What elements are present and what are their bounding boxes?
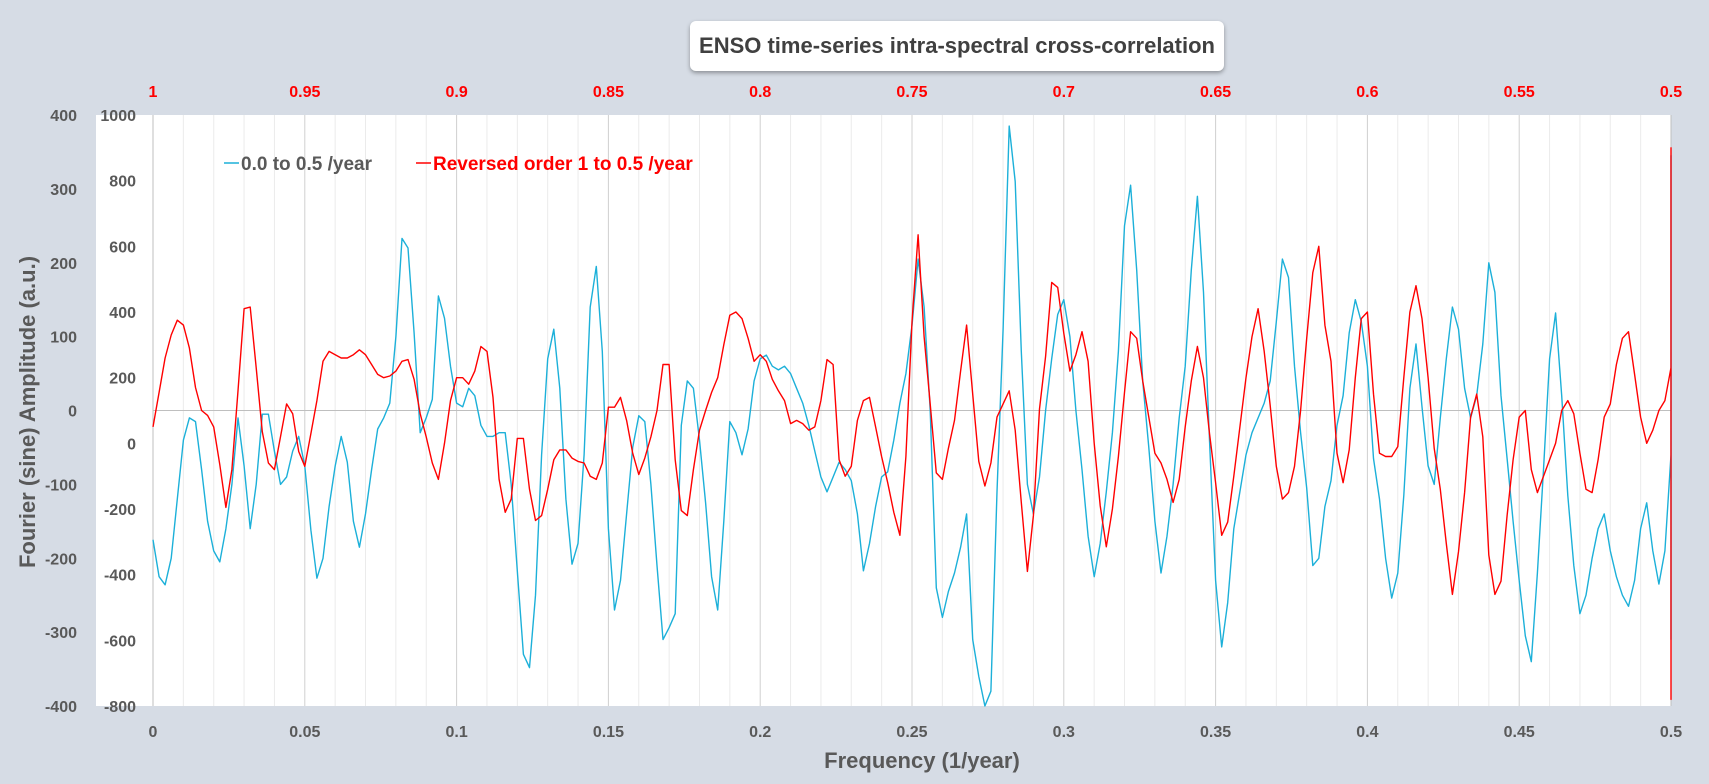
chart-title: ENSO time-series intra-spectral cross-co… xyxy=(699,33,1215,58)
x-axis-title: Frequency (1/year) xyxy=(824,748,1020,773)
x-bottom-tick-labels: 0 0.05 0.1 0.15 0.2 0.25 0.3 0.35 0.4 0.45 0.5 xyxy=(149,724,1683,741)
series-line-red xyxy=(152,147,1672,701)
y-inner-tick-label: -200 xyxy=(104,502,136,519)
x-top-tick-label: 0.65 xyxy=(1200,84,1231,101)
y-inner-tick-label: 400 xyxy=(109,305,136,322)
x-bottom-tick-label: 0.1 xyxy=(445,724,467,741)
y-inner-tick-label: -600 xyxy=(104,633,136,650)
y-left-tick-label: -300 xyxy=(45,625,77,642)
legend-label-red: Reversed order 1 to 0.5 /year xyxy=(433,154,693,175)
x-top-tick-labels: 1 0.95 0.9 0.85 0.8 0.75 0.7 0.65 0.6 0.55 0.5 xyxy=(149,84,1683,101)
series-layer xyxy=(152,125,1672,707)
x-top-tick-label: 0.9 xyxy=(445,84,467,101)
y-left-tick-labels: -400 -300 -200 -100 0 100 200 300 400 xyxy=(45,108,77,716)
y-inner-tick-label: 200 xyxy=(109,371,136,388)
x-bottom-tick-label: 0.05 xyxy=(289,724,320,741)
y-left-tick-label: 200 xyxy=(50,256,77,273)
x-bottom-tick-label: 0.2 xyxy=(749,724,771,741)
y-inner-tick-label: 600 xyxy=(109,239,136,256)
x-bottom-tick-label: 0.15 xyxy=(593,724,624,741)
y-left-tick-label: 100 xyxy=(50,330,77,347)
y-inner-tick-label: -800 xyxy=(104,699,136,716)
x-bottom-tick-label: 0.45 xyxy=(1504,724,1535,741)
x-top-tick-label: 0.8 xyxy=(749,84,771,101)
x-bottom-tick-label: 0.4 xyxy=(1356,724,1378,741)
x-bottom-tick-label: 0.5 xyxy=(1660,724,1682,741)
chart-title-box: ENSO time-series intra-spectral cross-co… xyxy=(690,21,1224,71)
x-bottom-tick-label: 0.25 xyxy=(896,724,927,741)
x-top-tick-label: 0.7 xyxy=(1053,84,1075,101)
x-top-tick-label: 0.75 xyxy=(896,84,927,101)
y-axis-title: Fourier (sine) Amplitude (a.u.) xyxy=(15,256,40,568)
legend: 0.0 to 0.5 /year Reversed order 1 to 0.5… xyxy=(224,154,693,175)
y-inner-tick-label: 800 xyxy=(109,174,136,191)
y-inner-tick-labels: -800 -600 -400 -200 0 200 400 600 800 1000 xyxy=(100,108,136,716)
y-left-tick-label: 400 xyxy=(50,108,77,125)
x-bottom-tick-label: 0.35 xyxy=(1200,724,1231,741)
y-inner-tick-label: 0 xyxy=(127,436,136,453)
y-left-tick-label: 300 xyxy=(50,182,77,199)
y-inner-tick-label: 1000 xyxy=(100,108,136,125)
y-left-tick-label: -400 xyxy=(45,699,77,716)
x-bottom-tick-label: 0 xyxy=(149,724,158,741)
x-top-tick-label: 1 xyxy=(149,84,158,101)
legend-label-blue: 0.0 to 0.5 /year xyxy=(241,154,373,175)
x-bottom-tick-label: 0.3 xyxy=(1053,724,1075,741)
x-top-tick-label: 0.5 xyxy=(1660,84,1682,101)
y-left-tick-label: -100 xyxy=(45,477,77,494)
y-inner-tick-label: -400 xyxy=(104,568,136,585)
y-left-tick-label: 0 xyxy=(68,404,77,421)
x-top-tick-label: 0.6 xyxy=(1356,84,1378,101)
x-top-tick-label: 0.85 xyxy=(593,84,624,101)
y-left-tick-label: -200 xyxy=(45,551,77,568)
x-top-tick-label: 0.95 xyxy=(289,84,320,101)
x-top-tick-label: 0.55 xyxy=(1504,84,1535,101)
